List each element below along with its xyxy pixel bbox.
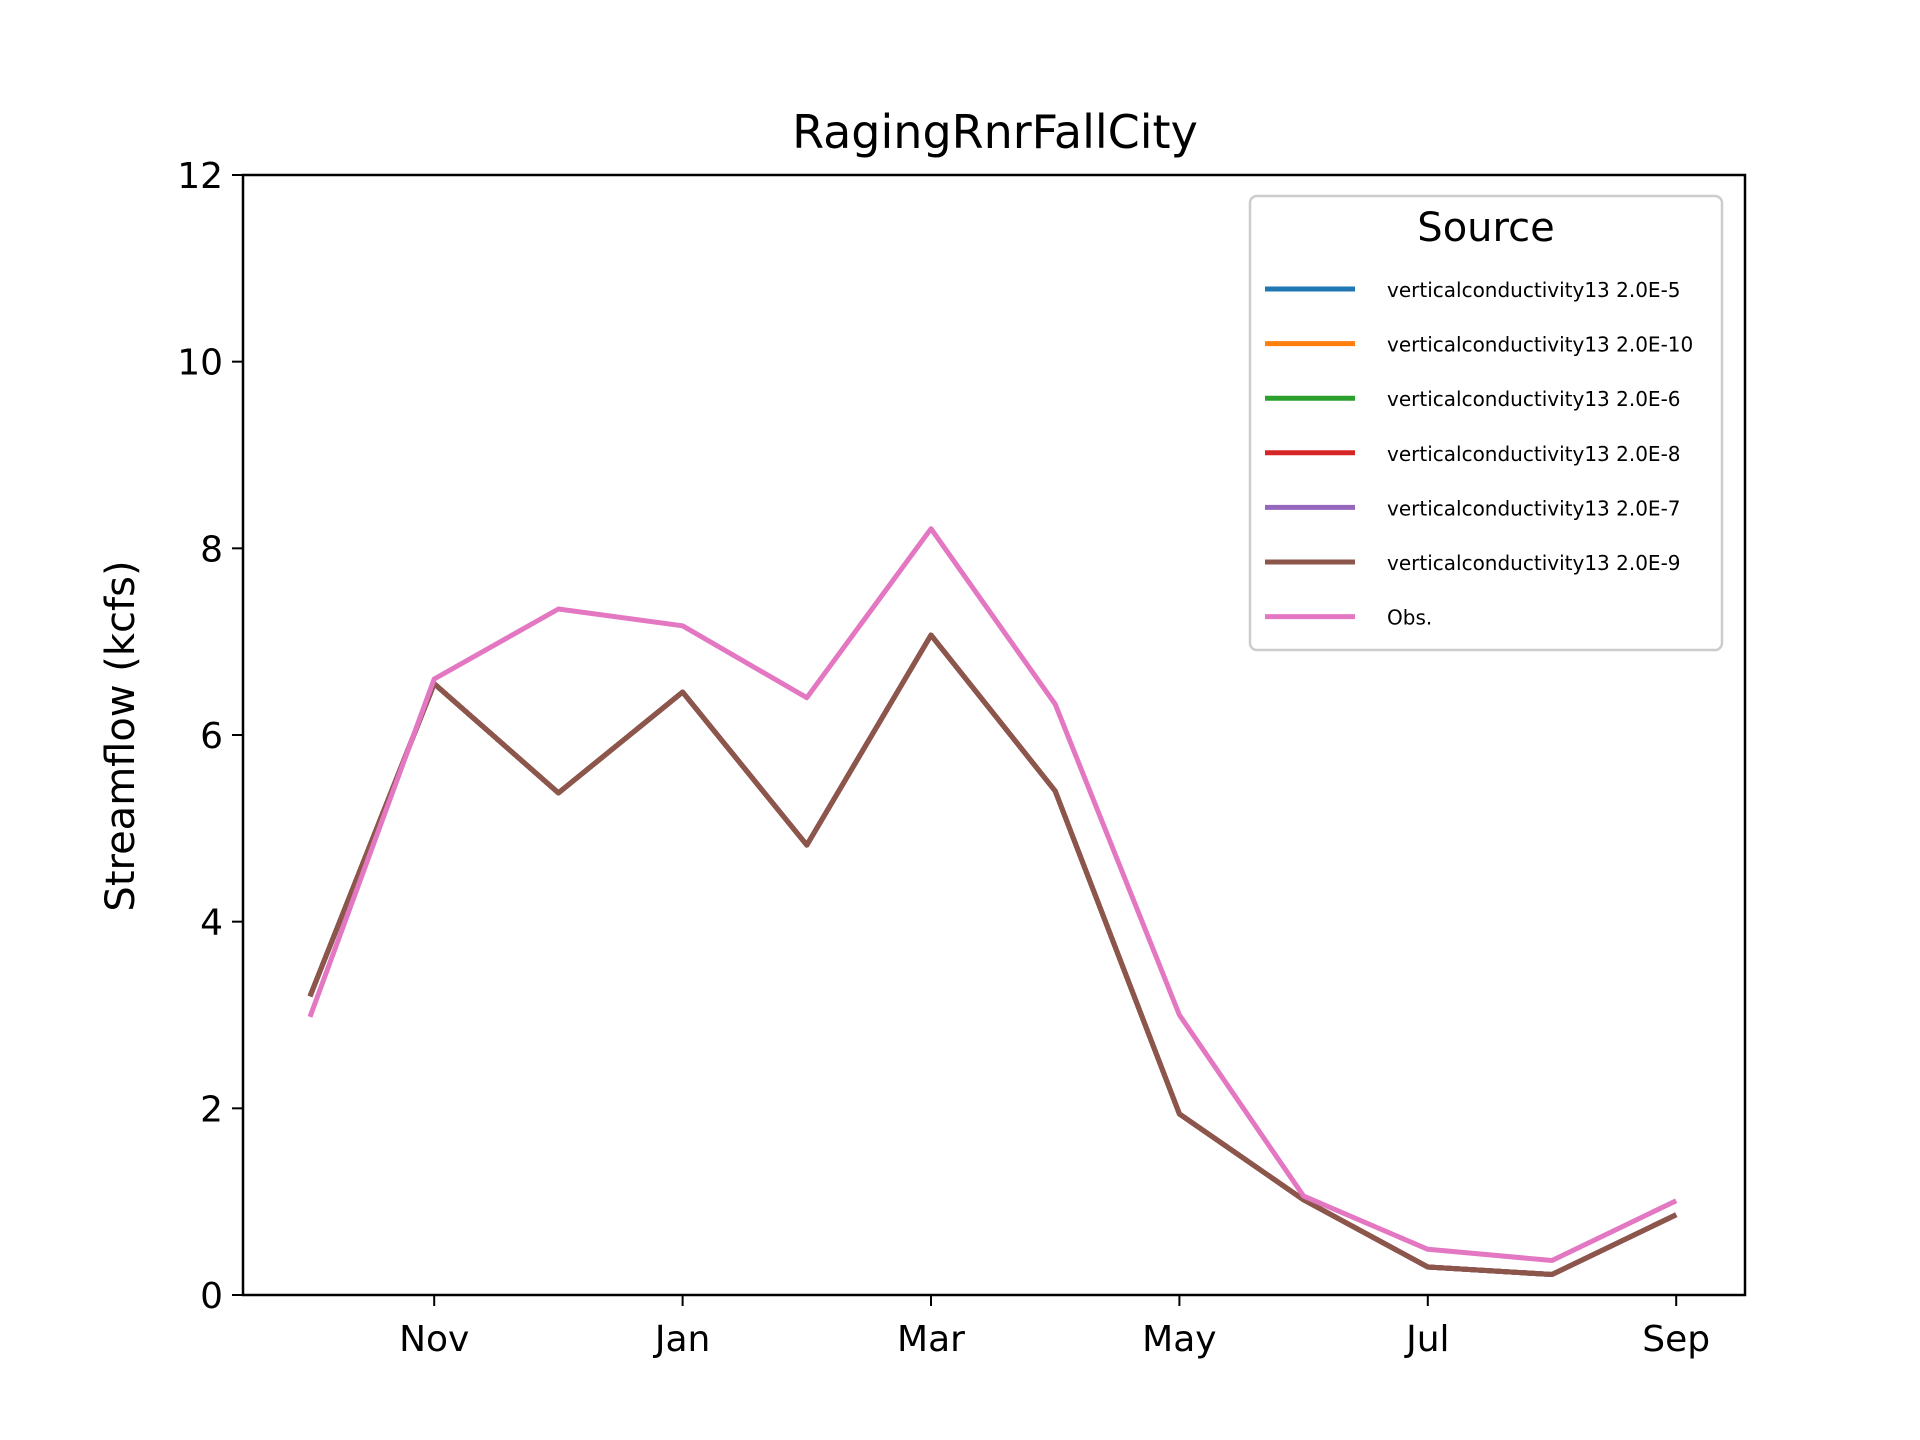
legend-entry-label: verticalconductivity13 2.0E-7 — [1387, 496, 1681, 520]
y-tick-label: 6 — [200, 716, 223, 757]
x-tick-label: Mar — [897, 1319, 965, 1360]
y-axis-label: Streamflow (kcfs) — [98, 560, 144, 911]
legend-entry-label: verticalconductivity13 2.0E-9 — [1387, 551, 1681, 575]
chart-title: RagingRnrFallCity — [792, 105, 1198, 159]
y-tick-label: 0 — [200, 1276, 223, 1317]
y-tick-label: 10 — [177, 343, 223, 384]
legend-entry-label: verticalconductivity13 2.0E-5 — [1387, 278, 1681, 302]
x-tick-label: Jul — [1404, 1319, 1449, 1360]
legend: Source verticalconductivity13 2.0E-5 verti… — [1248, 194, 1724, 652]
x-tick-label: Sep — [1642, 1319, 1710, 1360]
legend-entry-label: verticalconductivity13 2.0E-10 — [1387, 333, 1693, 357]
y-tick-label: 8 — [200, 529, 223, 570]
y-tick-label: 12 — [177, 156, 223, 197]
legend-entry-label: verticalconductivity13 2.0E-6 — [1387, 387, 1681, 411]
legend-title: Source — [1417, 205, 1554, 251]
x-tick-label: Jan — [653, 1319, 711, 1360]
y-tick-label: 4 — [200, 903, 223, 944]
series-line-7 — [307, 526, 1678, 1263]
plot-area — [307, 526, 1678, 1277]
y-tick-label: 2 — [200, 1089, 223, 1130]
x-tick-label: May — [1142, 1319, 1216, 1360]
axes: 0 2 4 6 8 10 12 Nov Jan Mar May Jul Sep — [177, 156, 1747, 1360]
series-line-6 — [307, 632, 1678, 1277]
x-tick-label: Nov — [399, 1319, 469, 1360]
legend-box — [1248, 194, 1724, 652]
legend-entry-label: Obs. — [1387, 606, 1432, 630]
legend-entry-label: verticalconductivity13 2.0E-8 — [1387, 442, 1681, 466]
